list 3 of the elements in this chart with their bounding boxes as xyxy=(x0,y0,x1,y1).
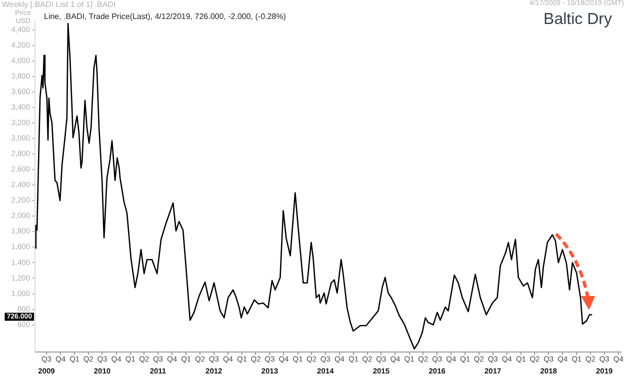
chart-subtitle: Line, .BADI, Trade Price(Last), 4/12/2019, 726.000, -2.000, (-0.28%) xyxy=(44,12,286,21)
chart-title: Baltic Dry xyxy=(544,11,612,29)
text: Weekly [.BADI List 1 of 1] .BADI xyxy=(2,0,116,9)
